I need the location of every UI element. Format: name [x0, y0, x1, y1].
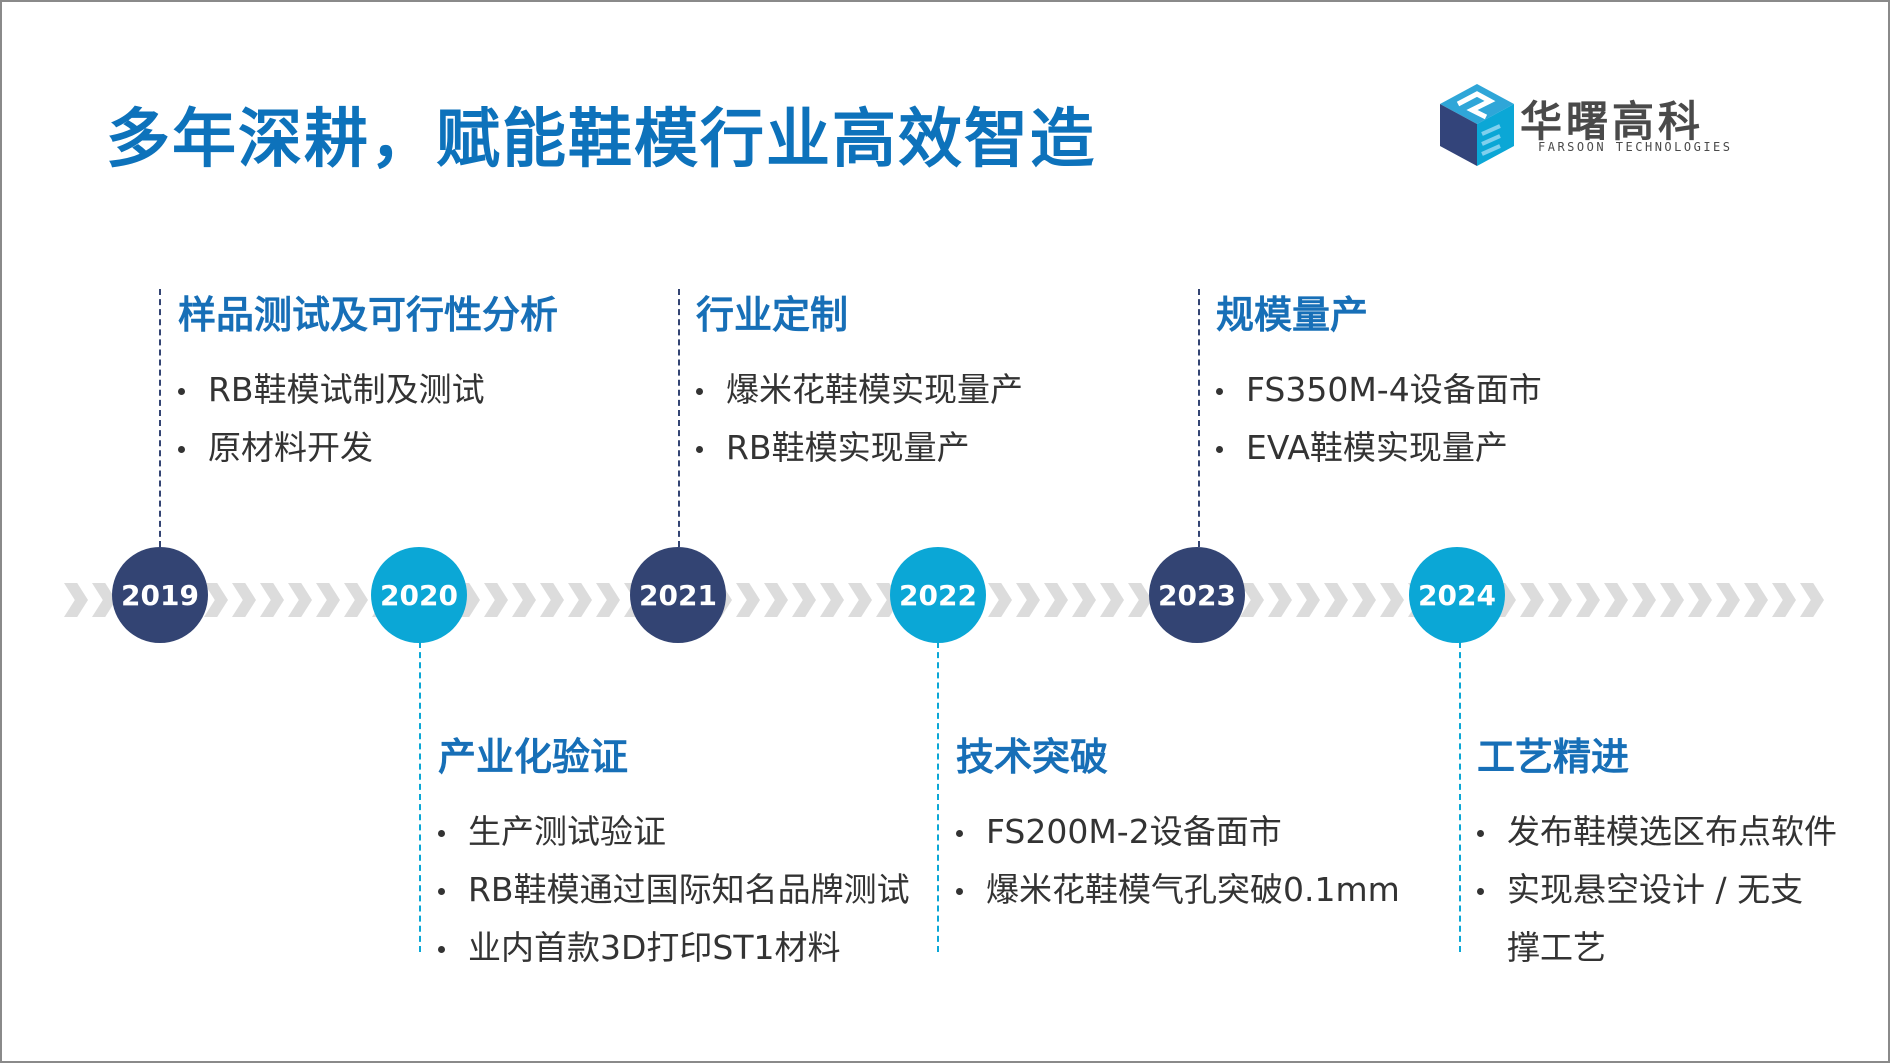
milestone-item: 实现悬空设计 / 无支: [1477, 861, 1837, 919]
chevron-arrow-icon: [1688, 583, 1712, 617]
logo-text-en: FARSOON TECHNOLOGIES: [1538, 140, 1733, 154]
chevron-arrow-icon: [1324, 583, 1348, 617]
chevron-arrow-icon: [1100, 583, 1124, 617]
chevron-arrow-icon: [288, 583, 312, 617]
milestone-2024: 工艺精进 发布鞋模选区布点软件 实现悬空设计 / 无支撑工艺: [1477, 726, 1837, 977]
milestone-heading: 技术突破: [956, 735, 1109, 779]
chevron-arrow-icon: [1380, 583, 1404, 617]
milestone-2019: 样品测试及可行性分析 RB鞋模试制及测试 原材料开发: [178, 284, 558, 477]
milestone-heading: 样品测试及可行性分析: [178, 293, 559, 337]
chevron-arrow-icon: [316, 583, 340, 617]
connector-line: [159, 289, 161, 547]
chevron-arrow-icon: [540, 583, 564, 617]
year-marker-2019: 2019: [112, 547, 208, 643]
milestone-item: RB鞋模通过国际知名品牌测试: [438, 861, 910, 919]
milestone-2023: 规模量产 FS350M-4设备面市 EVA鞋模实现量产: [1216, 284, 1542, 477]
chevron-arrow-icon: [260, 583, 284, 617]
company-logo: 华曙高科 FARSOON TECHNOLOGIES: [1438, 82, 1798, 168]
milestone-heading: 产业化验证: [438, 735, 629, 779]
chevron-arrow-icon: [1016, 583, 1040, 617]
connector-line: [1198, 289, 1200, 547]
connector-line: [419, 642, 421, 952]
chevron-arrow-icon: [568, 583, 592, 617]
chevron-arrow-icon: [1352, 583, 1376, 617]
chevron-arrow-icon: [1296, 583, 1320, 617]
milestone-item: 原材料开发: [178, 419, 558, 477]
connector-line: [937, 642, 939, 952]
milestone-item-continued: 撑工艺: [1507, 928, 1606, 967]
milestone-item: FS350M-4设备面市: [1216, 361, 1542, 419]
chevron-arrow-icon: [736, 583, 760, 617]
chevron-arrow-icon: [764, 583, 788, 617]
chevron-arrow-icon: [1604, 583, 1628, 617]
chevron-arrow-icon: [1576, 583, 1600, 617]
chevron-arrow-icon: [484, 583, 508, 617]
year-marker-2024: 2024: [1409, 547, 1505, 643]
milestone-item: 发布鞋模选区布点软件: [1477, 803, 1837, 861]
chevron-arrow-icon: [1072, 583, 1096, 617]
chevron-arrow-icon: [1744, 583, 1768, 617]
chevron-arrow-icon: [344, 583, 368, 617]
milestone-item: 爆米花鞋模实现量产: [696, 361, 1023, 419]
chevron-arrow-icon: [1044, 583, 1068, 617]
chevron-arrow-icon: [1772, 583, 1796, 617]
milestone-heading: 工艺精进: [1477, 735, 1630, 779]
milestone-heading: 行业定制: [696, 293, 849, 337]
milestone-2020: 产业化验证 生产测试验证 RB鞋模通过国际知名品牌测试 业内首款3D打印ST1材料: [438, 726, 910, 977]
chevron-arrow-icon: [1716, 583, 1740, 617]
logo-text-cn: 华曙高科: [1520, 97, 1705, 146]
chevron-arrow-icon: [1632, 583, 1656, 617]
cube-logo-icon: [1440, 84, 1514, 166]
chevron-arrow-icon: [1800, 583, 1824, 617]
year-marker-2020: 2020: [371, 547, 467, 643]
connector-line: [1459, 642, 1461, 952]
chevron-arrow-icon: [820, 583, 844, 617]
milestone-item: EVA鞋模实现量产: [1216, 419, 1542, 477]
chevron-arrow-icon: [1520, 583, 1544, 617]
year-marker-2023: 2023: [1149, 547, 1245, 643]
year-marker-2021: 2021: [630, 547, 726, 643]
chevron-arrow-icon: [988, 583, 1012, 617]
milestone-item: 爆米花鞋模气孔突破0.1mm: [956, 861, 1400, 919]
milestone-item: RB鞋模试制及测试: [178, 361, 558, 419]
chevron-arrow-icon: [232, 583, 256, 617]
year-marker-2022: 2022: [890, 547, 986, 643]
chevron-arrow-icon: [792, 583, 816, 617]
milestone-2021: 行业定制 爆米花鞋模实现量产 RB鞋模实现量产: [696, 284, 1023, 477]
milestone-item: 业内首款3D打印ST1材料: [438, 919, 910, 977]
milestone-item: 生产测试验证: [438, 803, 910, 861]
page-title: 多年深耕，赋能鞋模行业高效智造: [106, 103, 1096, 177]
milestone-item: FS200M-2设备面市: [956, 803, 1400, 861]
connector-line: [678, 289, 680, 547]
milestone-2022: 技术突破 FS200M-2设备面市 爆米花鞋模气孔突破0.1mm: [956, 726, 1400, 919]
milestone-heading: 规模量产: [1216, 293, 1369, 337]
chevron-arrow-icon: [64, 583, 88, 617]
chevron-arrow-icon: [848, 583, 872, 617]
chevron-arrow-icon: [1268, 583, 1292, 617]
chevron-arrow-icon: [596, 583, 620, 617]
chevron-arrow-icon: [512, 583, 536, 617]
milestone-item: RB鞋模实现量产: [696, 419, 1023, 477]
chevron-arrow-icon: [1548, 583, 1572, 617]
chevron-arrow-icon: [1660, 583, 1684, 617]
